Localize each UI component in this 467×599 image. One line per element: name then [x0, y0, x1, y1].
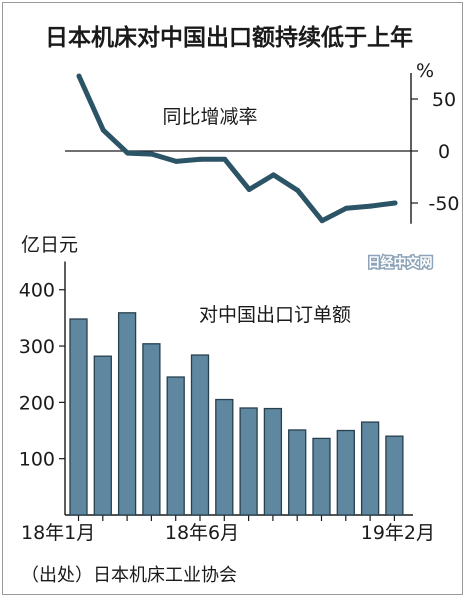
bar-18年12月: [336, 429, 355, 516]
line-data-point: [198, 156, 204, 162]
line-data-point: [222, 156, 228, 162]
chart-title: 日本机床对中国出口额持续低于上年: [45, 24, 413, 51]
source-note: （出处）日本机床工业协会: [21, 565, 237, 586]
bar-19年2月: [385, 435, 404, 516]
bar-x-tick-labels: 18年1月 18年6月 19年2月: [21, 522, 435, 544]
line-data-point: [149, 151, 155, 157]
bar-19年1月: [360, 421, 380, 516]
line-data-point: [270, 172, 276, 178]
bar-unit-label: 亿日元: [21, 234, 78, 256]
bar-18年11月: [312, 437, 331, 516]
line-series-title: 同比增减率: [162, 106, 257, 128]
bar-series-group: [69, 312, 404, 516]
bar-18年4月: [142, 343, 161, 516]
line-y-tick-label: 0: [438, 141, 450, 163]
bar-18年8月: [239, 407, 258, 516]
bar-y-tick-label: 200: [19, 392, 55, 414]
watermark-logo: 日经中文网: [367, 255, 432, 271]
bar-18年2月: [93, 355, 112, 516]
bar-x-tick-label: 18年1月: [21, 522, 95, 544]
line-series-group: [76, 73, 398, 224]
bar-18年6月: [190, 354, 210, 516]
bar-18年1月: [69, 318, 88, 516]
bar-series-title: 对中国出口订单额: [199, 304, 351, 326]
line-data-point: [392, 200, 398, 206]
line-data-point: [319, 218, 325, 224]
bar-y-tick-label: 400: [19, 280, 55, 302]
line-data-point: [125, 150, 131, 156]
line-data-point: [246, 186, 252, 192]
line-data-point: [343, 205, 349, 211]
bar-18年5月: [166, 376, 185, 516]
line-y-axis: [65, 73, 418, 224]
line-data-point: [295, 188, 301, 194]
line-data-point: [173, 158, 179, 164]
line-y-tick-label: 50: [432, 89, 456, 111]
line-data-point: [368, 203, 374, 209]
line-y-tick-label: -50: [428, 193, 459, 215]
chart-canvas: 日本机床对中国出口额持续低于上年 % 同比增减率 50 0 -50 亿日元 对中国出…: [19, 24, 460, 586]
chart-frame: 日本机床对中国出口额持续低于上年 % 同比增减率 50 0 -50 亿日元 对中国出…: [2, 2, 463, 595]
bar-x-tick-label: 18年6月: [165, 522, 239, 544]
bar-x-tick-label: 19年2月: [361, 522, 435, 544]
bar-18年7月: [215, 398, 234, 516]
bar-y-tick-label: 100: [19, 449, 55, 471]
bar-y-tick-label: 300: [19, 336, 55, 358]
line-data-point: [100, 127, 106, 133]
line-data-point: [76, 73, 82, 79]
line-series-path: [76, 73, 398, 224]
bar-18年10月: [288, 429, 307, 516]
bar-18年9月: [263, 407, 283, 516]
line-tick-labels: 50 0 -50: [428, 89, 459, 215]
line-unit-label: %: [416, 60, 434, 82]
bar-18年3月: [117, 312, 137, 516]
bar-tick-labels: 100 200 300 400: [19, 280, 55, 471]
bar-axes: [59, 261, 413, 521]
